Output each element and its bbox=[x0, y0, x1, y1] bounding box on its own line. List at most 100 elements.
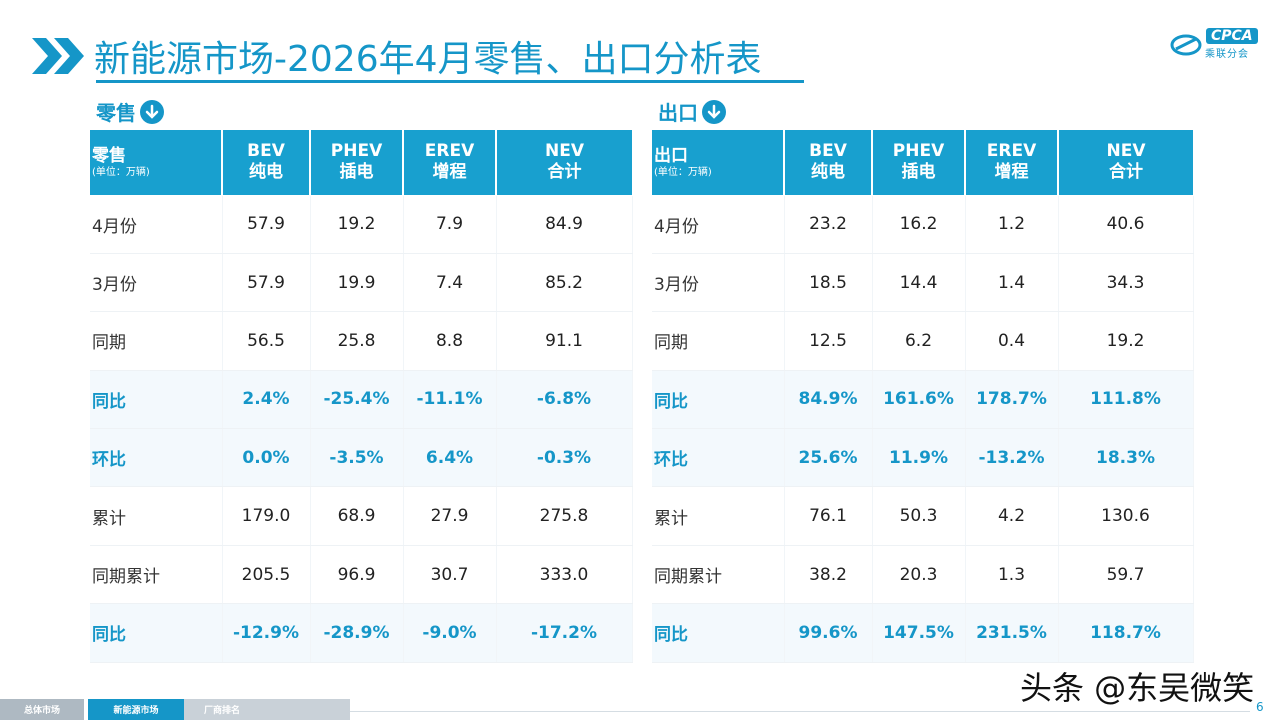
table-cell: 19.2 bbox=[310, 195, 404, 254]
footer-divider bbox=[350, 711, 1250, 712]
table-cell: 147.5% bbox=[872, 603, 966, 663]
table-cell: -0.3% bbox=[496, 428, 633, 488]
table-cell: 6.2 bbox=[872, 311, 966, 371]
table-row: 4月份 23.2 16.2 1.2 40.6 bbox=[652, 195, 1194, 254]
title-underline bbox=[96, 80, 804, 83]
row-label: 4月份 bbox=[90, 195, 223, 254]
table-cell: 30.7 bbox=[403, 545, 497, 605]
table-row: 同期累计 38.2 20.3 1.3 59.7 bbox=[652, 545, 1194, 605]
table-row: 环比 0.0% -3.5% 6.4% -0.3% bbox=[90, 428, 633, 488]
export-col-phev: PHEV 插电 bbox=[872, 130, 966, 196]
bottom-nav: 总体市场 新能源市场 厂商排名 bbox=[0, 699, 350, 720]
table-row: 环比 25.6% 11.9% -13.2% 18.3% bbox=[652, 428, 1194, 488]
col-en: BEV bbox=[809, 141, 847, 162]
col-en: NEV bbox=[1106, 141, 1146, 162]
nav-tab-nev-market[interactable]: 新能源市场 bbox=[88, 699, 184, 720]
table-cell: 111.8% bbox=[1058, 370, 1194, 430]
row-label: 同比 bbox=[90, 603, 223, 663]
table-cell: 7.9 bbox=[403, 195, 497, 254]
table-cell: 91.1 bbox=[496, 311, 633, 371]
nav-tab-maker-ranking[interactable]: 厂商排名 bbox=[184, 699, 350, 720]
table-cell: 23.2 bbox=[784, 195, 873, 254]
export-header-row: 出口 (单位：万辆) BEV 纯电 PHEV 插电 EREV 增程 NEV 合计 bbox=[652, 130, 1193, 196]
col-cn: 合计 bbox=[1109, 162, 1143, 183]
table-cell: -6.8% bbox=[496, 370, 633, 430]
table-cell: 12.5 bbox=[784, 311, 873, 371]
table-cell: 11.9% bbox=[872, 428, 966, 488]
export-header-title: 出口 bbox=[654, 145, 688, 166]
export-section-label: 出口 bbox=[658, 97, 726, 126]
table-cell: 85.2 bbox=[496, 253, 633, 313]
col-cn: 增程 bbox=[432, 162, 467, 183]
table-cell: -9.0% bbox=[403, 603, 497, 663]
row-label: 同期累计 bbox=[652, 545, 785, 605]
table-cell: 333.0 bbox=[496, 545, 633, 605]
table-row: 3月份 57.9 19.9 7.4 85.2 bbox=[90, 253, 633, 313]
table-cell: 18.3% bbox=[1058, 428, 1194, 488]
retail-col-nev: NEV 合计 bbox=[496, 130, 632, 196]
table-row: 同比 99.6% 147.5% 231.5% 118.7% bbox=[652, 603, 1194, 663]
col-cn: 纯电 bbox=[249, 162, 283, 183]
title-bar: 新能源市场-2026年4月零售、出口分析表 bbox=[30, 30, 762, 82]
table-cell: 161.6% bbox=[872, 370, 966, 430]
retail-col-bev: BEV 纯电 bbox=[222, 130, 311, 196]
row-label: 环比 bbox=[652, 428, 785, 488]
table-row: 同期 12.5 6.2 0.4 19.2 bbox=[652, 311, 1194, 371]
table-cell: 68.9 bbox=[310, 486, 404, 546]
col-en: PHEV bbox=[892, 141, 945, 162]
table-cell: 205.5 bbox=[222, 545, 311, 605]
row-label: 同比 bbox=[652, 603, 785, 663]
export-col-nev: NEV 合计 bbox=[1058, 130, 1193, 196]
table-cell: 57.9 bbox=[222, 195, 311, 254]
col-cn: 插电 bbox=[339, 162, 374, 183]
retail-header-unit: (单位：万辆) bbox=[92, 166, 150, 178]
retail-header-title: 零售 bbox=[92, 145, 126, 166]
row-label: 4月份 bbox=[652, 195, 785, 254]
table-cell: 56.5 bbox=[222, 311, 311, 371]
col-en: BEV bbox=[247, 141, 285, 162]
retail-section-label: 零售 bbox=[96, 97, 164, 126]
table-cell: 84.9 bbox=[496, 195, 633, 254]
table-cell: 4.2 bbox=[965, 486, 1059, 546]
logo-text-cn: 乘联分会 bbox=[1205, 49, 1249, 60]
table-cell: 275.8 bbox=[496, 486, 633, 546]
export-col-bev: BEV 纯电 bbox=[784, 130, 873, 196]
table-cell: 231.5% bbox=[965, 603, 1059, 663]
table-cell: 25.6% bbox=[784, 428, 873, 488]
col-cn: 插电 bbox=[901, 162, 936, 183]
page-title: 新能源市场-2026年4月零售、出口分析表 bbox=[94, 39, 762, 80]
logo-text-en: CPCA bbox=[1206, 28, 1258, 44]
col-en: EREV bbox=[986, 141, 1037, 162]
nav-tab-overall-market[interactable]: 总体市场 bbox=[0, 699, 84, 720]
retail-col-erev: EREV 增程 bbox=[403, 130, 497, 196]
table-cell: 0.0% bbox=[222, 428, 311, 488]
table-cell: 16.2 bbox=[872, 195, 966, 254]
retail-col-phev: PHEV 插电 bbox=[310, 130, 404, 196]
row-label: 3月份 bbox=[90, 253, 223, 313]
export-section-label-text: 出口 bbox=[658, 101, 698, 125]
retail-table: 零售 (单位：万辆) BEV 纯电 PHEV 插电 EREV 增程 NEV 合计 4月份… bbox=[90, 130, 633, 663]
table-cell: 99.6% bbox=[784, 603, 873, 663]
table-cell: 27.9 bbox=[403, 486, 497, 546]
table-cell: 1.3 bbox=[965, 545, 1059, 605]
table-row: 同比 -12.9% -28.9% -9.0% -17.2% bbox=[90, 603, 633, 663]
table-cell: 179.0 bbox=[222, 486, 311, 546]
table-cell: 18.5 bbox=[784, 253, 873, 313]
table-cell: 1.4 bbox=[965, 253, 1059, 313]
table-row: 同期 56.5 25.8 8.8 91.1 bbox=[90, 311, 633, 371]
double-chevron-icon bbox=[32, 38, 84, 74]
table-row: 同比 2.4% -25.4% -11.1% -6.8% bbox=[90, 370, 633, 430]
page-number: 6 bbox=[1256, 700, 1264, 714]
table-cell: -17.2% bbox=[496, 603, 633, 663]
table-cell: -11.1% bbox=[403, 370, 497, 430]
row-label: 累计 bbox=[652, 486, 785, 546]
table-cell: 7.4 bbox=[403, 253, 497, 313]
arrow-down-icon bbox=[140, 99, 164, 124]
table-cell: 57.9 bbox=[222, 253, 311, 313]
watermark-text: 头条 @东吴微笑 bbox=[1020, 669, 1255, 707]
row-label: 同期累计 bbox=[90, 545, 223, 605]
table-cell: 19.9 bbox=[310, 253, 404, 313]
table-cell: 20.3 bbox=[872, 545, 966, 605]
row-label: 同比 bbox=[652, 370, 785, 430]
table-cell: 40.6 bbox=[1058, 195, 1194, 254]
